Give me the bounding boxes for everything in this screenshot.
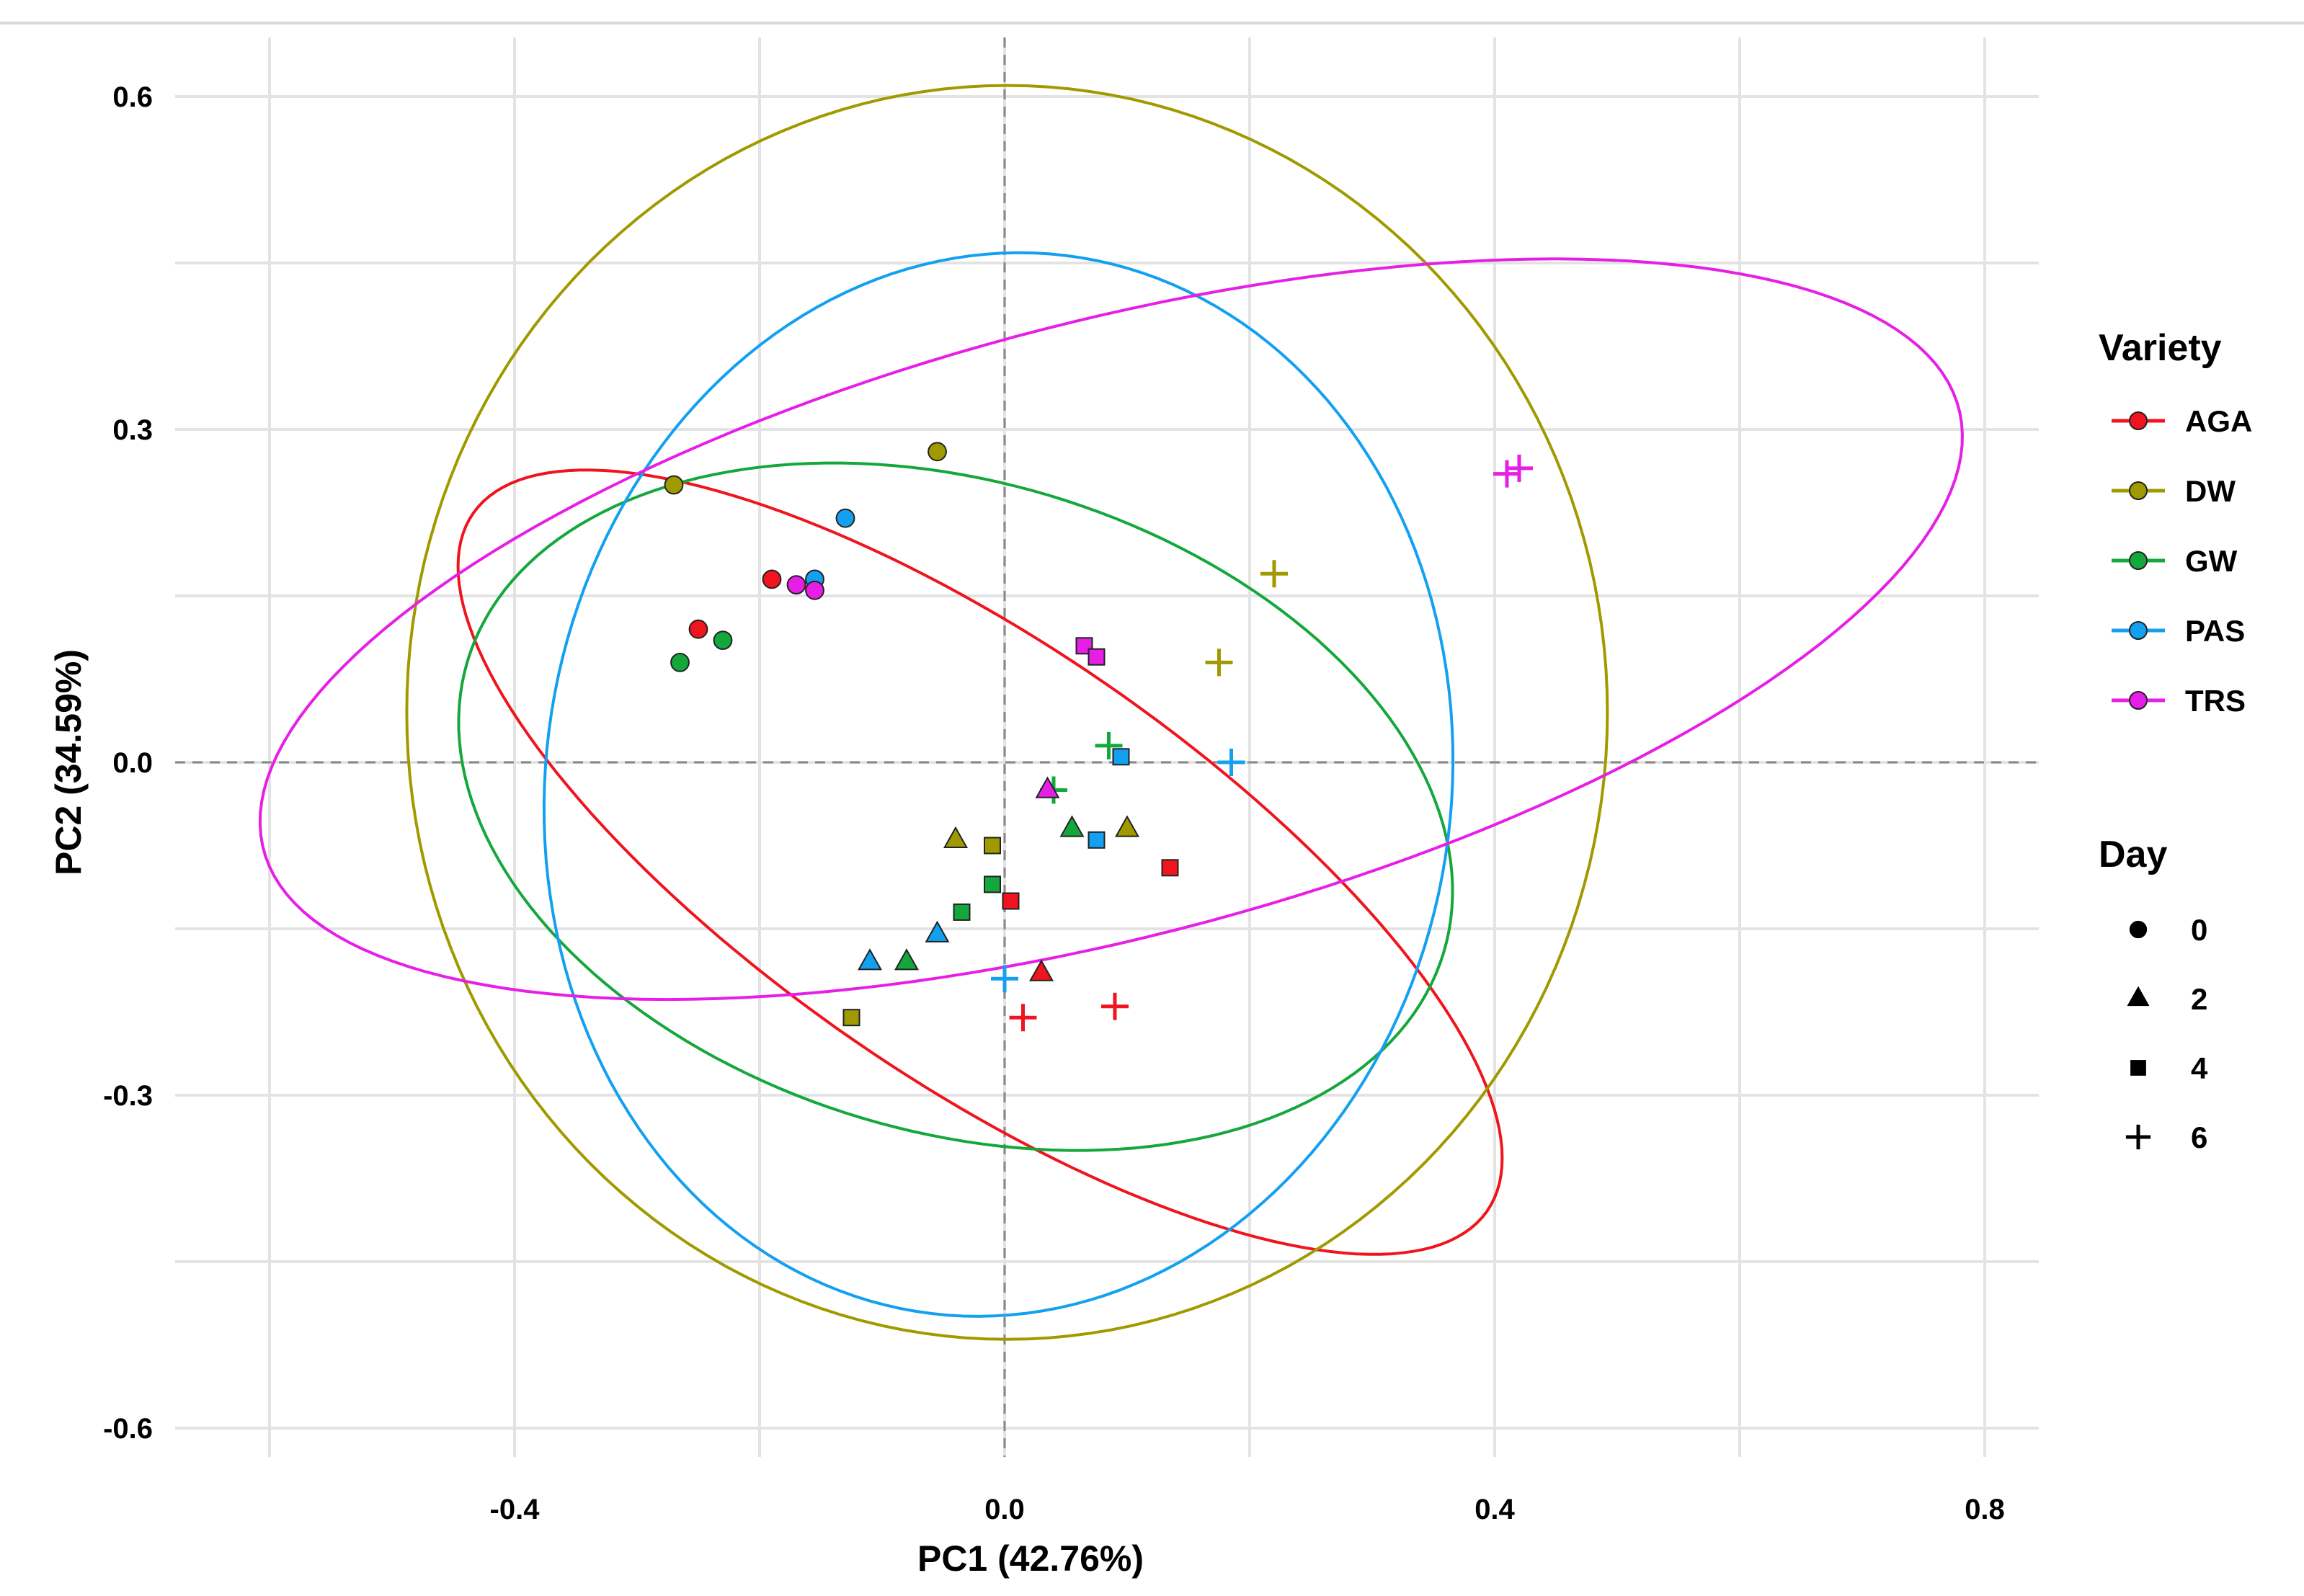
y-axis-title: PC2 (34.59%)	[48, 649, 89, 875]
gridlines	[175, 37, 2039, 1457]
ellipse-dw	[405, 84, 1609, 1341]
legend-label: TRS	[2185, 684, 2246, 718]
y-tick-labels: -0.6 -0.3 0.0 0.3 0.6	[103, 81, 153, 1445]
top-border	[0, 22, 2304, 24]
legend-shape-circle	[2129, 920, 2148, 939]
legend-dot	[2129, 481, 2148, 500]
point-pas-day6	[1217, 749, 1245, 776]
point-gw-day0	[670, 653, 690, 672]
legend-variety-items: AGA DW GW PAS TRS	[2112, 404, 2252, 718]
point-aga-day4	[1161, 859, 1179, 877]
series-gw	[670, 630, 1123, 971]
point-dw-day2	[1114, 815, 1140, 837]
point-trs-day0	[786, 575, 806, 594]
legend-label: 2	[2191, 982, 2207, 1016]
point-aga-day6	[1101, 992, 1129, 1020]
legend-shape-square	[2130, 1060, 2146, 1076]
x-tick-label: 0.0	[984, 1494, 1025, 1525]
legend-shape-plus	[2125, 1124, 2151, 1150]
ellipse-aga	[456, 468, 1504, 1256]
ellipse-gw	[457, 461, 1454, 1152]
legend-item-day-2: 2	[2127, 982, 2207, 1016]
legend-dot	[2129, 411, 2148, 430]
x-tick-label: -0.4	[490, 1494, 541, 1525]
point-trs-day6	[1505, 454, 1533, 482]
ellipse-trs	[258, 257, 1964, 1002]
point-pas-day4	[1112, 748, 1130, 766]
point-aga-day0	[762, 569, 782, 589]
y-tick-label: 0.6	[112, 81, 153, 113]
legend-item-trs: TRS	[2112, 684, 2246, 718]
y-tick-label: -0.6	[103, 1413, 153, 1445]
point-trs-day6	[1493, 460, 1521, 488]
point-trs-day2	[1035, 776, 1060, 798]
point-dw-day0	[928, 442, 947, 462]
point-trs-day4	[1087, 648, 1106, 666]
series-pas	[805, 508, 1245, 993]
legend-dot	[2129, 551, 2148, 570]
x-axis-title: PC1 (42.76%)	[917, 1538, 1144, 1579]
legend-item-aga: AGA	[2112, 404, 2252, 438]
legend-label: 6	[2191, 1120, 2207, 1154]
legend-label: DW	[2185, 474, 2236, 508]
point-gw-day2	[894, 948, 920, 971]
point-gw-day0	[713, 630, 733, 650]
legend-label: 4	[2191, 1051, 2208, 1085]
point-pas-day0	[835, 508, 855, 528]
point-gw-day4	[953, 903, 971, 921]
point-gw-day4	[984, 875, 1001, 893]
y-tick-label: 0.3	[112, 414, 153, 446]
point-dw-day0	[664, 475, 684, 495]
point-dw-day4	[984, 837, 1001, 855]
legend-label: PAS	[2185, 614, 2245, 648]
legend-dot	[2129, 691, 2148, 710]
legend-day-items: 0 2 4 6	[2125, 913, 2208, 1154]
legend-title-variety: Variety	[2099, 327, 2222, 369]
point-dw-day6	[1205, 648, 1233, 677]
point-aga-day6	[1009, 1004, 1037, 1032]
point-trs-day0	[805, 580, 824, 600]
legend-label: 0	[2191, 913, 2207, 947]
confidence-ellipses	[258, 84, 1964, 1341]
reference-lines	[175, 37, 2039, 1457]
legend-label: GW	[2185, 544, 2238, 578]
point-gw-day2	[1059, 815, 1085, 837]
data-points	[664, 442, 1533, 1032]
legend-item-gw: GW	[2112, 544, 2238, 578]
point-aga-day0	[688, 619, 708, 639]
series-aga	[688, 569, 1179, 1032]
point-pas-day4	[1087, 831, 1106, 849]
series-dw	[664, 442, 1288, 1027]
point-aga-day2	[1028, 959, 1054, 981]
legend-dot	[2129, 621, 2148, 640]
legend-item-day-4: 4	[2130, 1051, 2208, 1085]
x-tick-label: 0.8	[1965, 1494, 2005, 1525]
legend: Variety AGA DW GW PAS TRS Day 0 2 4 6	[2099, 327, 2252, 1154]
point-pas-day6	[991, 965, 1018, 993]
ellipse-pas	[542, 251, 1455, 1318]
point-dw-day6	[1260, 560, 1288, 588]
y-tick-label: -0.3	[103, 1080, 153, 1112]
point-dw-day4	[842, 1009, 860, 1027]
y-tick-label: 0.0	[112, 747, 153, 779]
legend-title-day: Day	[2099, 834, 2167, 875]
x-tick-labels: -0.4 0.0 0.4 0.8	[490, 1494, 2005, 1525]
legend-item-pas: PAS	[2112, 614, 2245, 648]
x-tick-label: 0.4	[1475, 1494, 1515, 1525]
legend-item-day-0: 0	[2129, 913, 2207, 947]
legend-shape-triangle	[2127, 986, 2150, 1007]
legend-label: AGA	[2185, 404, 2252, 438]
point-aga-day4	[1002, 892, 1020, 910]
point-gw-day6	[1095, 731, 1123, 759]
point-dw-day2	[943, 826, 969, 848]
point-pas-day2	[925, 920, 950, 942]
legend-item-day-6: 6	[2125, 1120, 2207, 1154]
point-pas-day2	[857, 948, 883, 971]
legend-item-dw: DW	[2112, 474, 2236, 508]
series-trs	[786, 454, 1533, 798]
